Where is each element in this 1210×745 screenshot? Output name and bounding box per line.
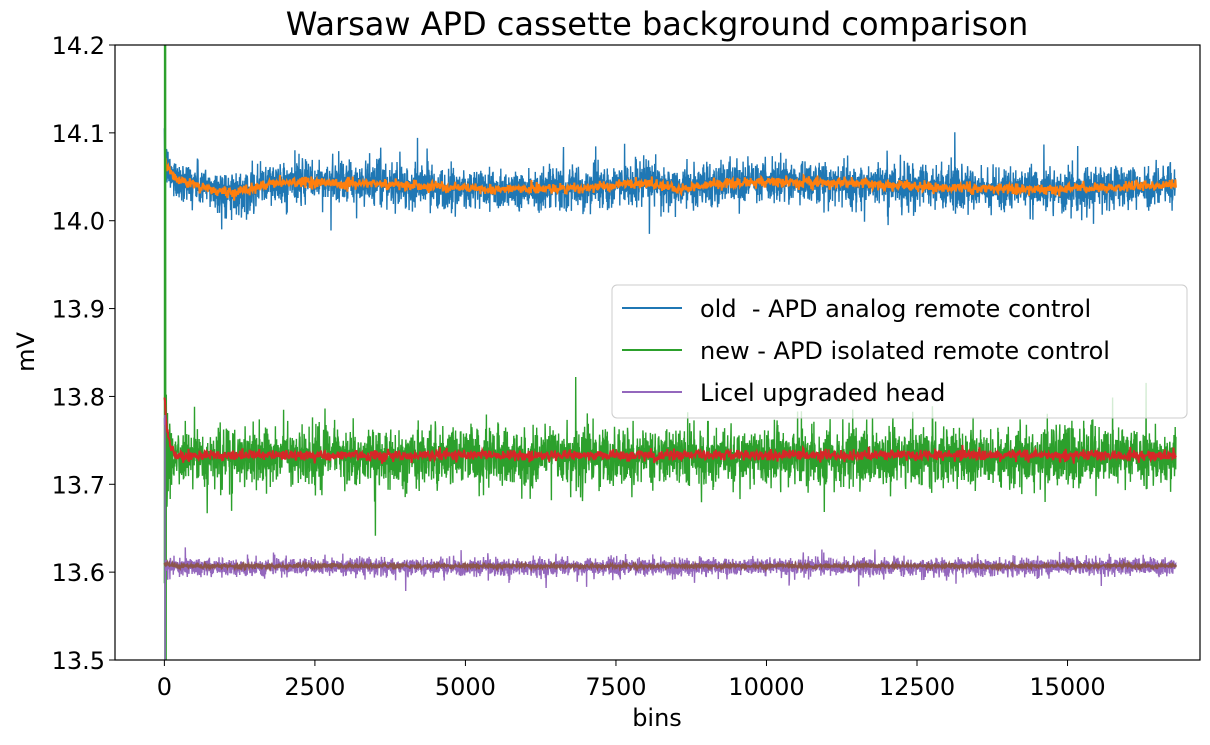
chart-title: Warsaw APD cassette background compariso…	[286, 5, 1028, 43]
series-line-0	[163, 128, 1177, 234]
x-axis: 0 2500 5000 7500 10000 12500 15000	[157, 660, 1106, 701]
y-axis: 13.5 13.6 13.7 13.8 13.9 14.0 14.1 14.2	[52, 32, 115, 675]
legend: old - APD analog remote control new - APD…	[611, 284, 1188, 419]
x-tick-label: 0	[157, 673, 172, 701]
y-axis-label: mV	[12, 332, 40, 372]
y-tick-label: 13.7	[52, 471, 105, 499]
y-tick-label: 13.5	[52, 647, 105, 675]
y-tick-label: 13.8	[52, 383, 105, 411]
series-group	[163, 45, 1177, 660]
series-line-5	[163, 559, 1177, 573]
x-tick-label: 5000	[435, 673, 496, 701]
legend-label: Licel upgraded head	[700, 379, 945, 407]
x-axis-label: bins	[632, 704, 682, 732]
plot-frame	[114, 44, 1201, 661]
x-tick-label: 2500	[284, 673, 345, 701]
series-line-3	[163, 397, 1177, 464]
series-line-1	[163, 156, 1177, 201]
x-tick-label: 10000	[728, 673, 804, 701]
y-tick-label: 13.9	[52, 296, 105, 324]
y-tick-label: 14.2	[52, 32, 105, 60]
y-tick-label: 14.1	[52, 120, 105, 148]
x-tick-label: 15000	[1029, 673, 1105, 701]
x-tick-label: 7500	[585, 673, 646, 701]
y-tick-label: 13.6	[52, 559, 105, 587]
x-tick-label: 12500	[879, 673, 955, 701]
legend-box	[611, 284, 1188, 419]
legend-label: old - APD analog remote control	[700, 295, 1091, 323]
y-tick-label: 14.0	[52, 208, 105, 236]
legend-label: new - APD isolated remote control	[700, 337, 1110, 365]
